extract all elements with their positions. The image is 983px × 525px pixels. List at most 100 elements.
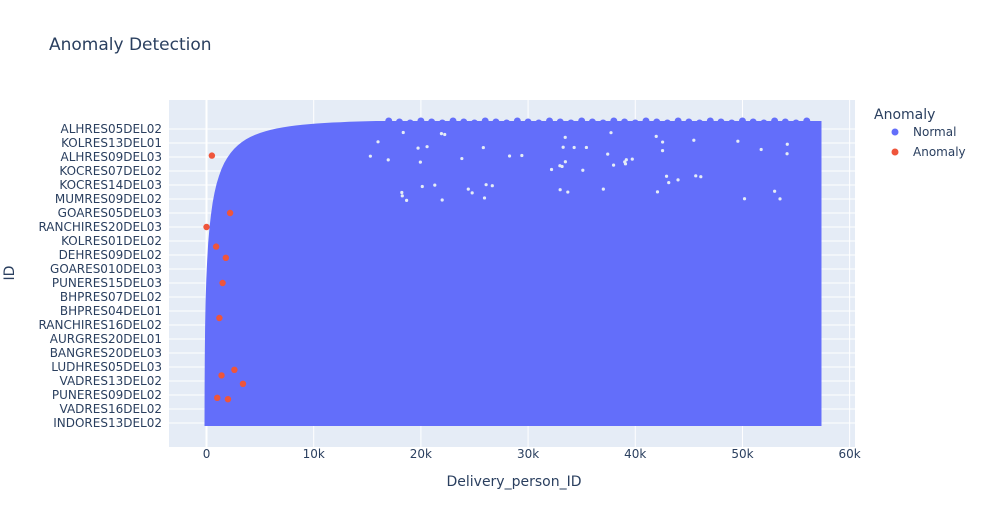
normal-gap	[520, 153, 524, 158]
normal-gap	[601, 187, 605, 191]
y-tick-label: KOCRES14DEL03	[59, 178, 162, 192]
anomaly-point[interactable]	[218, 372, 225, 379]
normal-points-band	[204, 121, 822, 426]
normal-gap	[630, 157, 634, 161]
normal-series	[204, 117, 822, 426]
normal-gap	[400, 194, 404, 198]
normal-gap	[611, 163, 616, 167]
normal-point	[631, 119, 639, 127]
normal-gap	[785, 152, 789, 156]
chart-title: Anomaly Detection	[49, 35, 212, 55]
normal-gap	[376, 140, 380, 144]
anomaly-point[interactable]	[224, 396, 232, 403]
y-tick-label: LUDHRES05DEL03	[51, 360, 162, 374]
normal-point	[674, 117, 682, 125]
normal-point	[578, 117, 586, 125]
normal-gap	[416, 146, 420, 150]
anomaly-series	[203, 152, 247, 403]
normal-point	[481, 117, 489, 125]
x-tick-label: 50k	[731, 447, 753, 461]
y-tick-label: BHPRES07DEL02	[60, 290, 162, 304]
normal-gap	[609, 131, 613, 135]
normal-gap	[401, 130, 405, 135]
normal-point	[524, 118, 532, 126]
normal-gap	[490, 184, 494, 188]
normal-point	[513, 117, 521, 125]
normal-point	[588, 118, 596, 126]
normal-point	[621, 118, 629, 126]
y-tick-label: VADRES16DEL02	[60, 402, 162, 416]
normal-gap	[661, 140, 665, 144]
normal-gap	[654, 134, 658, 138]
normal-gap	[443, 132, 447, 137]
normal-point	[696, 119, 704, 127]
normal-gap	[400, 190, 404, 195]
normal-point	[535, 119, 543, 127]
normal-point	[728, 119, 736, 127]
y-tick-label: PUNERES15DEL03	[52, 276, 162, 290]
normal-point	[406, 119, 414, 127]
normal-gap	[736, 139, 740, 143]
normal-gap	[699, 175, 703, 179]
anomaly-point[interactable]	[219, 279, 226, 287]
normal-point	[492, 118, 500, 126]
anomaly-point[interactable]	[216, 314, 223, 322]
normal-gap	[676, 178, 680, 182]
legend-item-normal[interactable]: Normal	[891, 125, 957, 139]
normal-gap	[664, 174, 669, 178]
legend-item-anomaly[interactable]: Anomaly	[891, 145, 966, 159]
anomaly-point[interactable]	[214, 394, 221, 401]
normal-point	[663, 119, 671, 127]
normal-point	[428, 118, 436, 126]
normal-point	[685, 118, 693, 126]
y-tick-label: INDORES13DEL02	[53, 416, 162, 430]
legend-marker-anomaly	[891, 148, 899, 156]
normal-gap	[368, 154, 372, 158]
normal-point	[449, 117, 457, 125]
anomaly-point[interactable]	[226, 209, 234, 217]
normal-gap	[484, 183, 488, 187]
y-tick-label: VADRES13DEL02	[60, 374, 162, 388]
y-axis-title: ID	[2, 266, 18, 281]
anomaly-point[interactable]	[203, 223, 210, 231]
y-tick-label: KOCRES07DEL02	[59, 164, 162, 178]
y-tick-label: DEHRES09DEL02	[59, 248, 162, 262]
normal-point	[706, 117, 714, 125]
normal-gap	[440, 198, 444, 202]
normal-gap	[460, 156, 464, 161]
normal-point	[792, 119, 800, 127]
anomaly-point[interactable]	[231, 366, 238, 373]
normal-gap	[655, 190, 660, 194]
normal-point	[395, 118, 403, 126]
normal-point	[749, 118, 757, 126]
y-tick-label: RANCHIRES20DEL03	[38, 220, 162, 234]
normal-point	[417, 117, 425, 125]
normal-gap	[420, 184, 424, 189]
x-tick-label: 10k	[303, 447, 325, 461]
legend-marker-normal	[891, 128, 899, 136]
normal-point	[610, 117, 618, 125]
anomaly-point[interactable]	[222, 254, 230, 261]
x-tick-label: 40k	[624, 447, 646, 461]
y-tick-label: AURGRES20DEL01	[50, 332, 162, 346]
x-axis-title: Delivery_person_ID	[446, 474, 581, 490]
anomaly-point[interactable]	[239, 380, 247, 387]
anomaly-point[interactable]	[208, 152, 216, 159]
normal-gap	[470, 191, 474, 195]
normal-gap	[563, 135, 567, 139]
normal-point	[760, 119, 768, 127]
legend-label-normal: Normal	[913, 125, 956, 139]
y-tick-label: ALHRES05DEL02	[60, 122, 162, 136]
normal-gap	[572, 145, 576, 150]
normal-point	[567, 119, 575, 127]
y-tick-label: BHPRES04DEL01	[60, 304, 162, 318]
anomaly-point[interactable]	[212, 243, 220, 250]
normal-point	[771, 117, 779, 125]
x-axis-ticks: 0 10k 20k 30k 40k 50k 60k	[203, 447, 861, 461]
normal-gap	[466, 187, 470, 191]
normal-point	[803, 117, 811, 125]
normal-gap	[742, 197, 747, 201]
normal-gap	[660, 149, 665, 153]
normal-gap	[778, 197, 782, 201]
